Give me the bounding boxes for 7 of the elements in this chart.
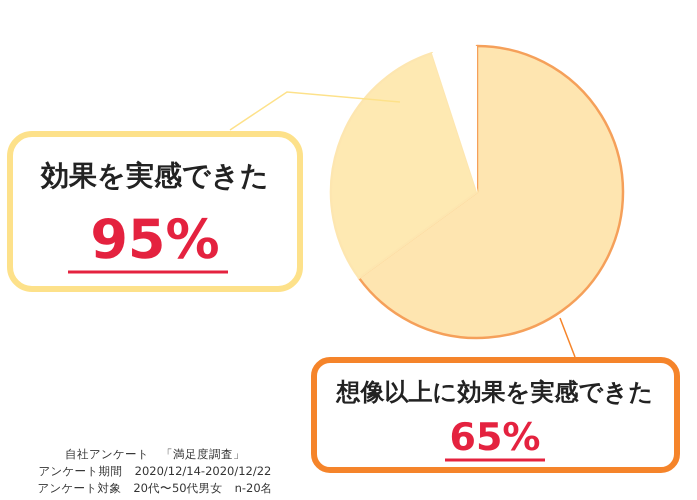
text: アンケート期間 2020/12/14-2020/12/22 [38,464,272,478]
text: 想像以上に効果を実感できた [336,378,654,406]
text: 自社アンケート 「満足度調査」 [65,447,245,461]
text: 効果を実感できた [40,159,269,192]
text: 65% [450,415,540,459]
text: 95% [90,208,220,271]
text: アンケート対象 20代〜50代男女 n-20名 [37,481,273,495]
